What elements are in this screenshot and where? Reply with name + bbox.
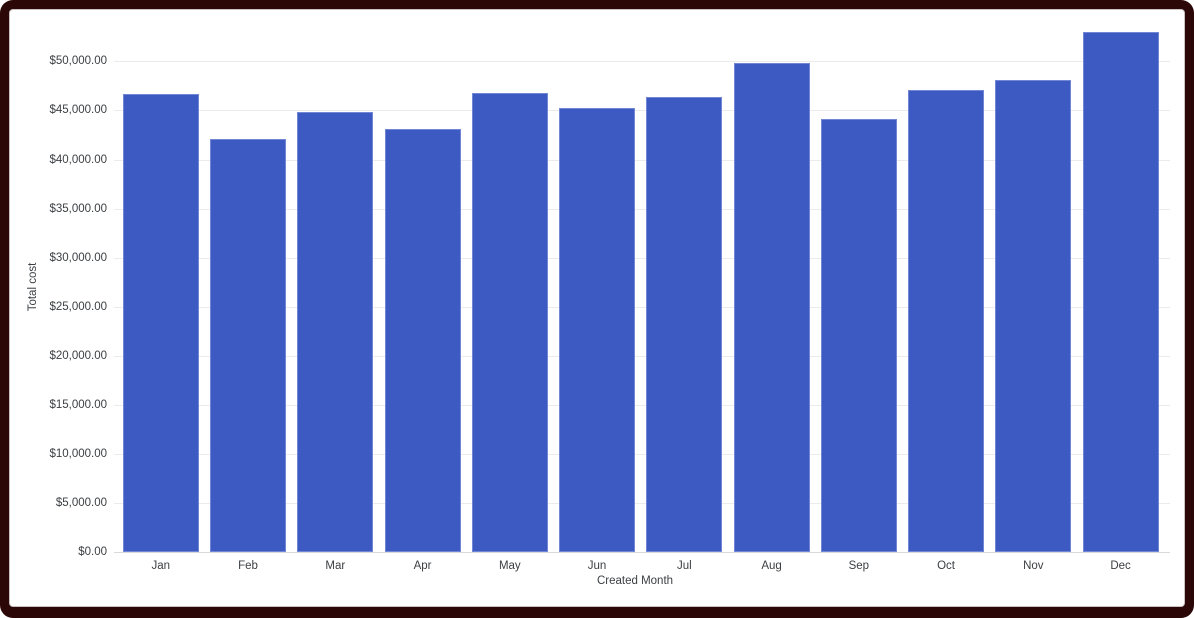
bar-jul[interactable] [646, 96, 723, 552]
bar-aug[interactable] [733, 63, 810, 552]
x-tick-label: Apr [413, 560, 432, 572]
y-tick-label: $0.00 [78, 546, 107, 558]
gridline [114, 110, 1170, 112]
gridline [114, 306, 1170, 308]
y-tick-label: $5,000.00 [55, 496, 107, 509]
gridline [114, 208, 1170, 210]
y-axis-title: Total cost [27, 262, 39, 312]
bar-nov[interactable] [995, 80, 1072, 552]
bar-jun[interactable] [559, 107, 636, 552]
y-tick-label: $20,000.00 [49, 349, 107, 362]
y-tick-label: $45,000.00 [49, 104, 107, 117]
y-tick-label: $30,000.00 [49, 251, 107, 264]
gridline [114, 61, 1170, 63]
y-tick-label: $15,000.00 [49, 398, 107, 411]
x-tick-label: Jan [151, 560, 171, 572]
gridline [114, 453, 1170, 455]
bar-dec[interactable] [1082, 31, 1159, 552]
x-tick-label: May [498, 560, 521, 572]
x-tick-label: Aug [761, 560, 782, 572]
bar-apr[interactable] [384, 129, 461, 552]
bar-feb[interactable] [210, 138, 287, 552]
gridline [114, 404, 1170, 406]
y-tick-label: $40,000.00 [49, 153, 107, 166]
chart-card: $0.00 $5,000.00 $10,000.00 $15,000.00 $20,00… [10, 10, 1184, 606]
bar-chart: $0.00 $5,000.00 $10,000.00 $15,000.00 $20,00… [10, 10, 1184, 606]
y-tick-label: $50,000.00 [49, 55, 107, 68]
gridline [114, 159, 1170, 161]
bar-sep[interactable] [820, 119, 897, 552]
x-tick-label: Dec [1110, 560, 1131, 572]
x-axis-title: Created Month [596, 575, 674, 587]
bar-jan[interactable] [122, 93, 199, 552]
x-tick-label: Feb [238, 560, 258, 572]
y-tick-label: $25,000.00 [49, 300, 107, 313]
y-tick-label: $10,000.00 [49, 447, 107, 460]
x-tick-label: Jun [587, 560, 607, 572]
x-tick-label: Oct [937, 560, 955, 572]
y-tick-label: $35,000.00 [49, 202, 107, 215]
gridline [114, 355, 1170, 357]
gridline [114, 257, 1170, 259]
gridline [114, 502, 1170, 504]
x-tick-label: Sep [848, 560, 870, 572]
baseline [114, 552, 1170, 553]
x-tick-label: Nov [1023, 560, 1044, 572]
bar-oct[interactable] [908, 89, 985, 552]
x-tick-label: Jul [676, 560, 692, 572]
bar-may[interactable] [471, 92, 548, 552]
bar-mar[interactable] [297, 112, 374, 552]
x-tick-label: Mar [325, 560, 346, 572]
